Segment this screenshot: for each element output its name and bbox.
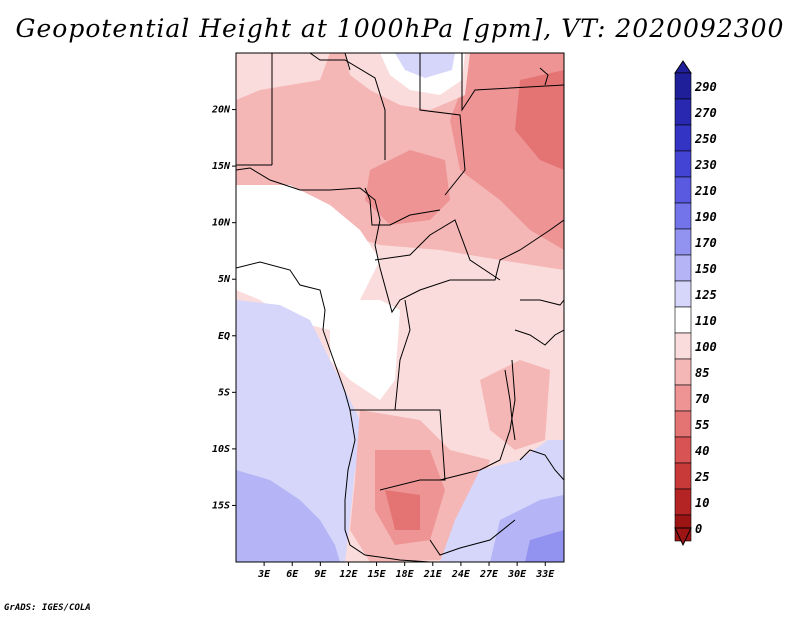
latitude-axis: 20N 15N 10N 5N EQ 5S 10S 15S	[211, 105, 236, 511]
colorbar-label: 230	[694, 158, 717, 172]
colorbar-label: 150	[695, 262, 717, 276]
colorbar-label: 70	[695, 392, 709, 406]
lat-label: 10N	[212, 218, 231, 229]
map-field	[236, 53, 564, 562]
lon-label: 18E	[396, 569, 415, 580]
colorbar-label: 100	[695, 340, 717, 354]
colorbar-label: 10	[695, 496, 709, 510]
lon-label: 9E	[314, 569, 327, 580]
lat-label: 15N	[212, 161, 231, 172]
lon-label: 24E	[451, 569, 471, 580]
colorbar-label: 110	[695, 314, 717, 328]
colorbar-swatch	[674, 280, 692, 308]
lon-label: 27E	[479, 569, 499, 580]
colorbar-swatch	[674, 72, 692, 100]
grads-credit: GrADS: IGES/COLA	[4, 603, 91, 613]
colorbar-swatch	[674, 410, 692, 438]
colorbar-swatch	[674, 150, 692, 178]
colorbar-label: 190	[695, 210, 717, 224]
colorbar-label: 290	[694, 80, 717, 94]
colorbar-swatch	[674, 332, 692, 360]
longitude-axis: 3E 6E 9E 12E 15E 18E 21E 24E 27E 30E 33E	[257, 562, 555, 580]
colorbar-label: 85	[695, 366, 709, 380]
colorbar-label: 0	[695, 522, 702, 536]
colorbar-swatch	[674, 176, 692, 204]
colorbar-swatch	[674, 98, 692, 126]
colorbar-label: 125	[695, 288, 717, 302]
lon-label: 3E	[257, 569, 271, 580]
colorbar-swatch	[674, 306, 692, 334]
colorbar-swatch	[674, 384, 692, 412]
colorbar-swatch	[674, 228, 692, 256]
colorbar-label: 55	[695, 418, 709, 432]
colorbar-swatch	[674, 462, 692, 490]
lat-label: 5N	[218, 274, 231, 285]
colorbar-swatch	[674, 254, 692, 282]
colorbar-swatch	[674, 436, 692, 464]
colorbar-top-arrow	[674, 60, 692, 74]
lat-label: EQ	[218, 331, 230, 342]
lon-label: 21E	[423, 569, 443, 580]
lon-label: 30E	[507, 569, 527, 580]
lon-label: 12E	[339, 569, 358, 580]
colorbar-swatch	[674, 202, 692, 230]
lon-label: 33E	[535, 569, 555, 580]
map-title: Geopotential Height at 1000hPa [gpm], VT…	[15, 14, 785, 43]
colorbar-label: 210	[694, 184, 717, 198]
colorbar: 2902702502302101901701501251101008570554…	[674, 60, 717, 547]
colorbar-swatch	[674, 358, 692, 386]
lat-label: 20N	[211, 105, 231, 116]
lon-label: 6E	[286, 569, 299, 580]
lat-label: 10S	[212, 444, 230, 455]
colorbar-swatch	[674, 488, 692, 516]
colorbar-label: 170	[695, 236, 717, 250]
map-frame	[235, 52, 565, 563]
lon-label: 15E	[368, 569, 387, 580]
lat-label: 15S	[212, 500, 230, 511]
colorbar-label: 270	[694, 106, 717, 120]
colorbar-label: 25	[694, 470, 709, 484]
colorbar-swatch	[674, 124, 692, 152]
lat-label: 5S	[218, 387, 230, 398]
colorbar-label: 40	[695, 444, 709, 458]
colorbar-label: 250	[694, 132, 717, 146]
colorbar-bottom-arrow	[674, 527, 692, 547]
